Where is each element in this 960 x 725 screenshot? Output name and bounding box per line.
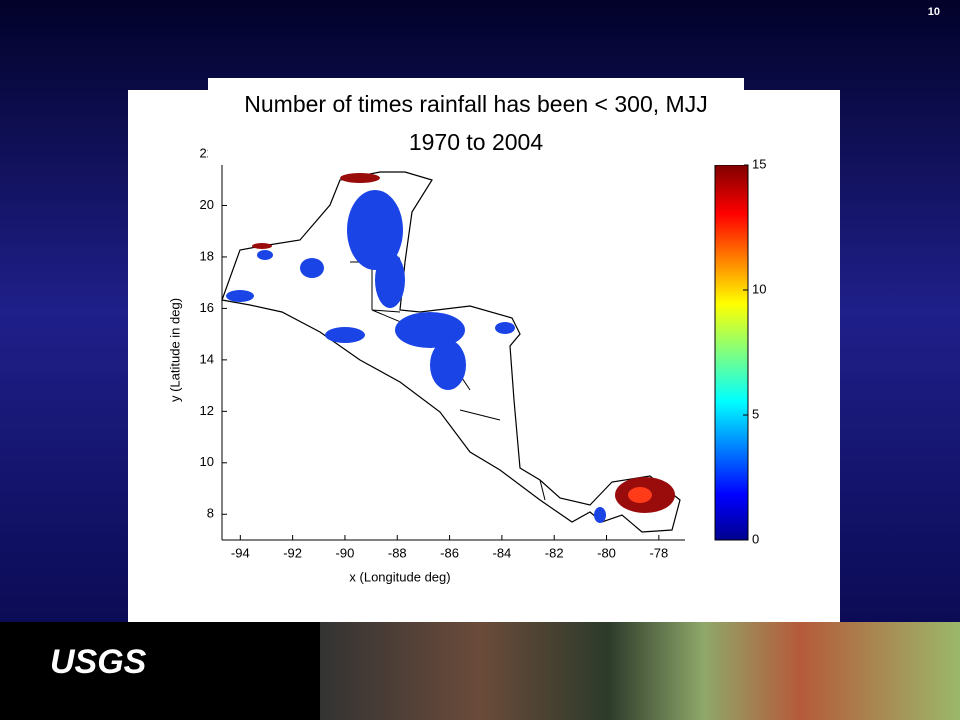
x-tick-label: -88 — [388, 545, 407, 560]
x-tick-label: -86 — [440, 545, 459, 560]
map-plot — [221, 154, 685, 541]
y-tick-label: 14 — [200, 351, 214, 366]
y-tick-label: 20 — [200, 197, 214, 212]
logo: USGS — [50, 643, 147, 681]
x-tick-label: -82 — [545, 545, 564, 560]
rainfall-blobs — [226, 190, 606, 523]
colorbar-tick-label: 0 — [752, 531, 759, 546]
peak-area — [628, 487, 652, 503]
colorbar-tick-label: 5 — [752, 406, 759, 421]
y-axis-label: y (Latitude in deg) — [167, 298, 182, 402]
slide-number: 10 — [928, 6, 940, 18]
title-line: Number of times rainfall has been < 300,… — [244, 91, 707, 155]
x-tick-label: -78 — [649, 545, 668, 560]
x-tick-label: -80 — [597, 545, 616, 560]
y-tick-label: 12 — [200, 403, 214, 418]
x-axis-label: x (Longitude deg) — [349, 569, 450, 584]
colorbar-tick-label: 10 — [752, 281, 766, 296]
y-tick-label: 8 — [207, 506, 214, 521]
x-tick-label: -94 — [231, 545, 250, 560]
y-tick-label: 18 — [200, 248, 214, 263]
x-tick-label: -90 — [336, 545, 355, 560]
y-tick-label: 16 — [200, 300, 214, 315]
footer-imagery — [320, 622, 960, 720]
colorbar — [714, 164, 749, 541]
colorbar-tick-label: 15 — [752, 156, 766, 171]
x-tick-label: -92 — [283, 545, 302, 560]
title-box — [208, 78, 744, 165]
x-tick-label: -84 — [492, 545, 511, 560]
y-tick-label: 10 — [200, 454, 214, 469]
